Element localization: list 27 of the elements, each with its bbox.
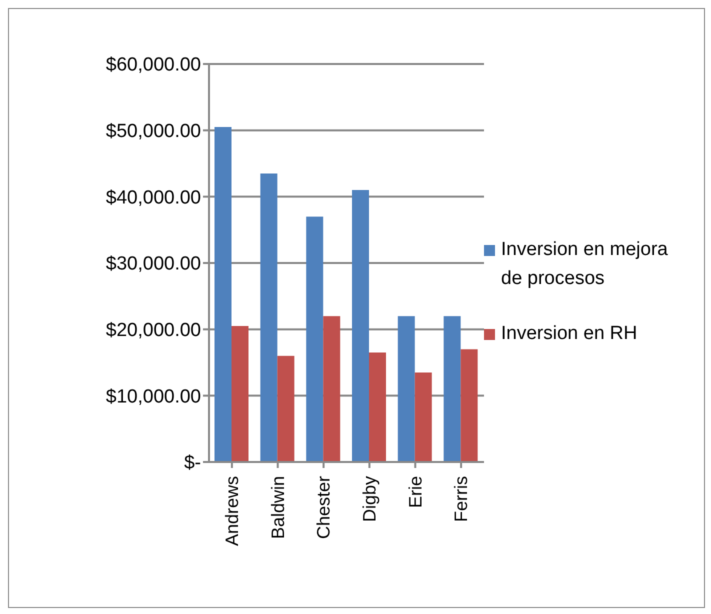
y-tick-label: $-: [184, 452, 201, 474]
y-tick-label: $50,000.00: [106, 121, 201, 142]
legend-label: Inversion en mejora de procesos: [501, 238, 669, 290]
y-tick-label: $40,000.00: [106, 187, 201, 208]
y-tick-label: $30,000.00: [106, 254, 201, 275]
bar: [352, 190, 369, 462]
bar: [260, 173, 278, 462]
bar: [414, 372, 432, 462]
bar: [369, 352, 386, 462]
bar: [398, 316, 415, 462]
y-tick-label: $10,000.00: [106, 386, 201, 408]
x-tick-label: Erie: [405, 476, 426, 508]
x-tick-label: Chester: [314, 476, 334, 540]
x-tick-label: Ferris: [451, 476, 472, 522]
x-tick-label: Andrews: [222, 476, 242, 546]
bar: [277, 356, 294, 462]
bar: [444, 316, 461, 462]
y-tick-label: $60,000.00: [106, 54, 201, 76]
x-tick-label: Digby: [359, 476, 380, 522]
y-tick-label: $20,000.00: [106, 320, 201, 342]
bar: [306, 216, 324, 462]
bar: [214, 127, 232, 462]
x-tick-label: Baldwin: [268, 476, 288, 540]
bar: [460, 349, 478, 462]
bar: [232, 326, 248, 462]
bar: [323, 316, 340, 462]
legend-label: Inversion en RH: [501, 322, 638, 346]
